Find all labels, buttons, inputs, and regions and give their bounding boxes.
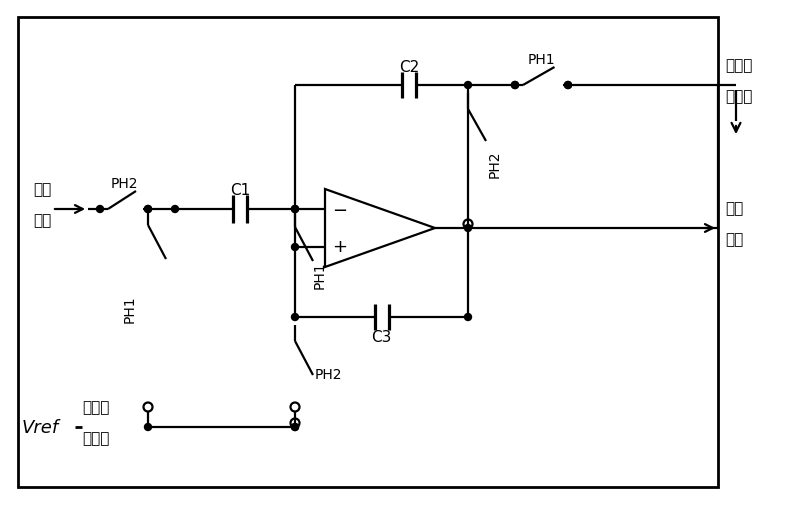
Text: +: + bbox=[333, 237, 347, 256]
Circle shape bbox=[171, 206, 178, 213]
Text: −: − bbox=[333, 201, 347, 220]
Circle shape bbox=[145, 206, 151, 213]
Circle shape bbox=[291, 314, 298, 321]
Text: 输入参: 输入参 bbox=[82, 399, 110, 414]
Circle shape bbox=[97, 206, 103, 213]
Text: Vref: Vref bbox=[22, 418, 59, 436]
Circle shape bbox=[511, 82, 518, 89]
Circle shape bbox=[465, 314, 471, 321]
Text: 考电平: 考电平 bbox=[725, 89, 752, 104]
Circle shape bbox=[145, 424, 151, 431]
Text: 输入: 输入 bbox=[33, 213, 51, 228]
Bar bbox=[18, 18, 718, 487]
Text: PH1: PH1 bbox=[123, 294, 137, 322]
Circle shape bbox=[291, 206, 298, 213]
Circle shape bbox=[291, 244, 298, 251]
Text: PH2: PH2 bbox=[488, 150, 502, 178]
Circle shape bbox=[565, 82, 571, 89]
Circle shape bbox=[511, 82, 518, 89]
Text: PH1: PH1 bbox=[528, 53, 555, 67]
Text: 信号: 信号 bbox=[725, 200, 743, 216]
Circle shape bbox=[465, 225, 471, 232]
Circle shape bbox=[565, 82, 571, 89]
Text: C2: C2 bbox=[399, 60, 419, 74]
Text: PH2: PH2 bbox=[110, 177, 138, 190]
Text: C3: C3 bbox=[371, 329, 392, 344]
Circle shape bbox=[291, 424, 298, 431]
Text: 输出参: 输出参 bbox=[725, 58, 752, 73]
Circle shape bbox=[465, 82, 471, 89]
Circle shape bbox=[291, 206, 298, 213]
Circle shape bbox=[145, 206, 151, 213]
Text: PH2: PH2 bbox=[315, 367, 342, 381]
Text: PH1: PH1 bbox=[313, 261, 327, 288]
Text: 考电平: 考电平 bbox=[82, 430, 110, 445]
Text: 信号: 信号 bbox=[33, 182, 51, 196]
Text: 输出: 输出 bbox=[725, 231, 743, 246]
Text: C1: C1 bbox=[230, 182, 250, 197]
Circle shape bbox=[291, 424, 298, 431]
